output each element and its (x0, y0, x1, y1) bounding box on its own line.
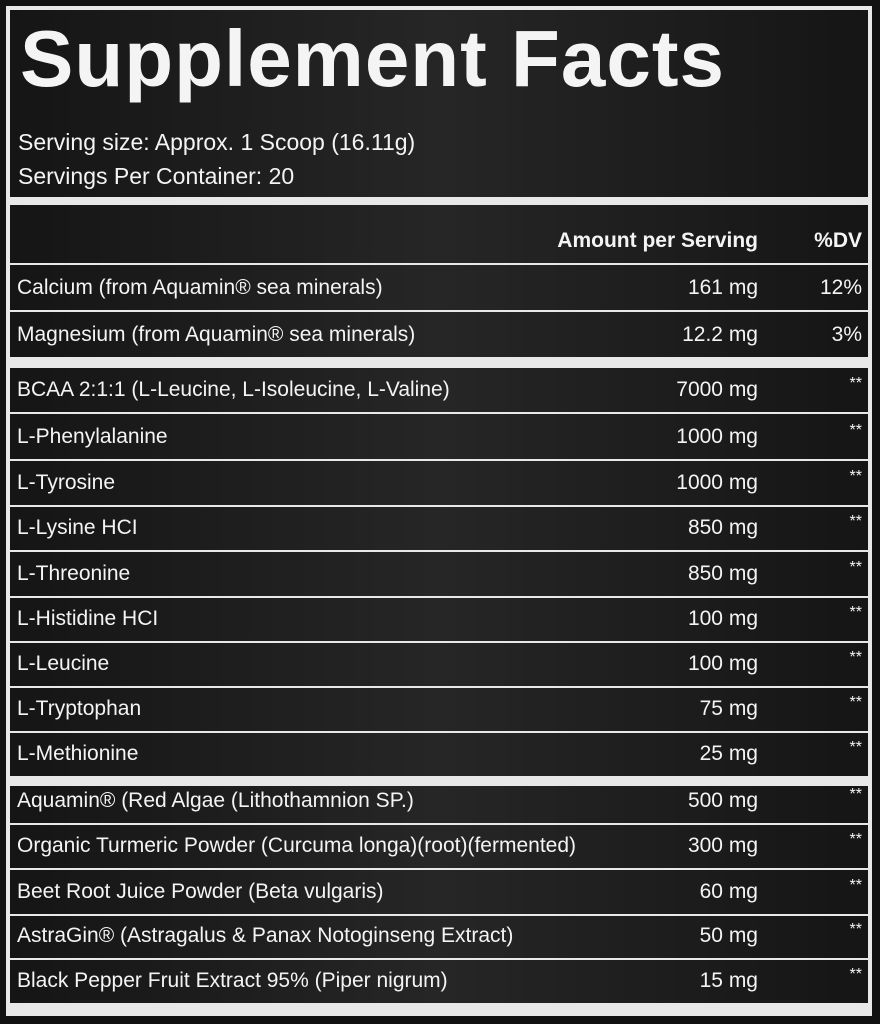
ingredient-dv: ** (849, 786, 862, 803)
ingredient-amount: 25 mg (699, 742, 758, 765)
table-row: L-Lysine HCI 850 mg ** (10, 507, 868, 550)
ingredient-name: L-Tyrosine (17, 471, 116, 494)
table-row: L-Methionine 25 mg ** (10, 733, 868, 776)
ingredient-name: L-Leucine (17, 652, 110, 675)
ingredient-amount: 50 mg (699, 924, 758, 947)
table-row: Beet Root Juice Powder (Beta vulgaris) 6… (10, 870, 868, 914)
ingredient-dv: ** (849, 694, 862, 711)
ingredient-name: BCAA 2:1:1 (L-Leucine, L-Isoleucine, L-V… (17, 378, 450, 401)
ingredient-amount: 75 mg (699, 697, 758, 720)
ingredient-name: Calcium (from Aquamin® sea minerals) (17, 276, 383, 299)
ingredient-name: Black Pepper Fruit Extract 95% (Piper ni… (17, 969, 448, 992)
ingredient-amount: 161 mg (687, 276, 758, 299)
table-row: L-Threonine 850 mg ** (10, 552, 868, 596)
table-row: L-Leucine 100 mg ** (10, 643, 868, 686)
ingredient-amount: 12.2 mg (682, 323, 758, 346)
ingredient-amount: 850 mg (687, 516, 758, 539)
table-row: L-Histidine HCI 100 mg ** (10, 598, 868, 641)
table-row: BCAA 2:1:1 (L-Leucine, L-Isoleucine, L-V… (10, 368, 868, 412)
ingredient-amount: 500 mg (687, 789, 758, 812)
ingredient-name: L-Histidine HCI (17, 607, 159, 630)
table-header: Amount per Serving %DV (10, 205, 868, 263)
table-row: AstraGin® (Astragalus & Panax Notoginsen… (10, 916, 868, 958)
ingredient-amount: 100 mg (687, 607, 758, 630)
ingredient-dv: ** (849, 559, 862, 576)
ingredient-amount: 15 mg (699, 969, 758, 992)
ingredient-name: Organic Turmeric Powder (Curcuma longa)(… (17, 834, 577, 857)
ingredient-dv: ** (849, 739, 862, 756)
ingredient-name: L-Lysine HCI (17, 516, 138, 539)
table-row: Black Pepper Fruit Extract 95% (Piper ni… (10, 960, 868, 1003)
ingredient-name: AstraGin® (Astragalus & Panax Notoginsen… (17, 924, 514, 947)
ingredient-dv: ** (849, 422, 862, 439)
table-row: Organic Turmeric Powder (Curcuma longa)(… (10, 825, 868, 868)
table-row: L-Tryptophan 75 mg ** (10, 688, 868, 731)
table-row: L-Tyrosine 1000 mg ** (10, 461, 868, 505)
ingredient-name: Beet Root Juice Powder (Beta vulgaris) (17, 880, 384, 903)
ingredient-dv: ** (849, 375, 862, 392)
ingredient-name: Magnesium (from Aquamin® sea minerals) (17, 323, 416, 346)
ingredient-dv: ** (849, 877, 862, 894)
table-row: Magnesium (from Aquamin® sea minerals) 1… (10, 312, 868, 357)
table-row: Aquamin® (Red Algae (Lithothamnion SP.) … (10, 786, 868, 823)
table-row: Calcium (from Aquamin® sea minerals) 161… (10, 265, 868, 310)
ingredient-amount: 300 mg (687, 834, 758, 857)
ingredient-dv: 12% (819, 276, 862, 299)
ingredient-name: Aquamin® (Red Algae (Lithothamnion SP.) (17, 789, 414, 812)
supplement-facts-label: Supplement Facts Serving size: Approx. 1… (6, 6, 872, 1016)
ingredient-name: L-Tryptophan (17, 697, 142, 720)
ingredient-dv: ** (849, 921, 862, 938)
title-section: Supplement Facts Serving size: Approx. 1… (10, 10, 868, 197)
ingredient-dv: ** (849, 513, 862, 530)
ingredient-amount: 60 mg (699, 880, 758, 903)
ingredient-dv: ** (849, 468, 862, 485)
servings-per-container: Servings Per Container: 20 (18, 163, 295, 189)
ingredient-dv: ** (849, 604, 862, 621)
ingredient-name: L-Methionine (17, 742, 139, 765)
header-amount: Amount per Serving (557, 229, 758, 252)
table-row: L-Phenylalanine 1000 mg ** (10, 414, 868, 459)
ingredient-amount: 7000 mg (676, 378, 758, 401)
ingredient-name: L-Phenylalanine (17, 425, 168, 448)
ingredient-dv: ** (849, 831, 862, 848)
ingredient-dv: ** (849, 649, 862, 666)
ingredient-dv: 3% (831, 323, 862, 346)
ingredient-amount: 1000 mg (676, 471, 758, 494)
ingredient-amount: 850 mg (687, 562, 758, 585)
ingredient-name: L-Threonine (17, 562, 131, 585)
header-dv: %DV (814, 229, 862, 252)
ingredient-amount: 100 mg (687, 652, 758, 675)
page-title: Supplement Facts (20, 14, 726, 103)
ingredient-dv: ** (849, 966, 862, 983)
serving-size: Serving size: Approx. 1 Scoop (16.11g) (18, 129, 416, 155)
ingredient-amount: 1000 mg (676, 425, 758, 448)
